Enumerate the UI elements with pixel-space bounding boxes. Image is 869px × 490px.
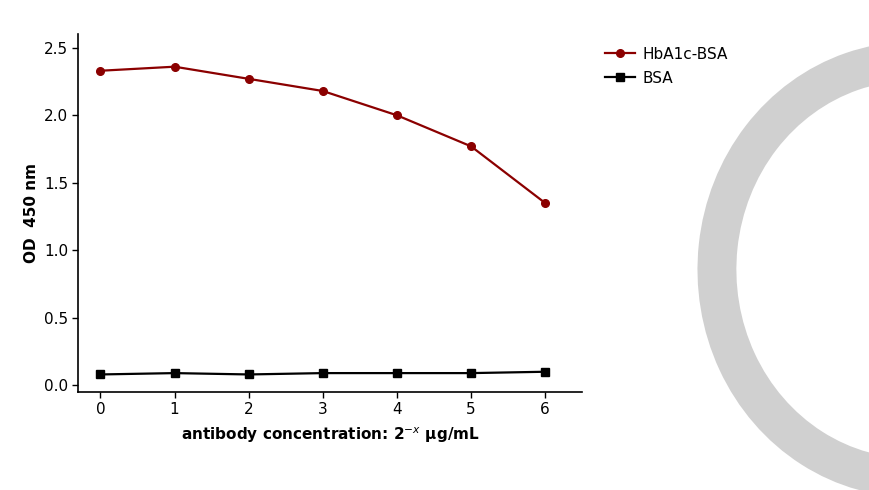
BSA xyxy=(392,370,402,376)
HbA1c-BSA xyxy=(540,200,550,206)
BSA xyxy=(466,370,476,376)
Line: BSA: BSA xyxy=(96,368,549,378)
X-axis label: antibody concentration: 2$^{-x}$ μg/mL: antibody concentration: 2$^{-x}$ μg/mL xyxy=(181,425,480,444)
Y-axis label: OD  450 nm: OD 450 nm xyxy=(23,163,39,263)
HbA1c-BSA xyxy=(317,88,328,94)
Line: HbA1c-BSA: HbA1c-BSA xyxy=(96,63,549,207)
HbA1c-BSA xyxy=(243,76,254,82)
BSA xyxy=(96,371,106,377)
HbA1c-BSA xyxy=(96,68,106,74)
BSA xyxy=(243,371,254,377)
HbA1c-BSA xyxy=(392,112,402,118)
BSA xyxy=(169,370,180,376)
HbA1c-BSA xyxy=(466,144,476,149)
HbA1c-BSA xyxy=(169,64,180,70)
BSA xyxy=(540,369,550,375)
BSA xyxy=(317,370,328,376)
Legend: HbA1c-BSA, BSA: HbA1c-BSA, BSA xyxy=(600,42,733,90)
